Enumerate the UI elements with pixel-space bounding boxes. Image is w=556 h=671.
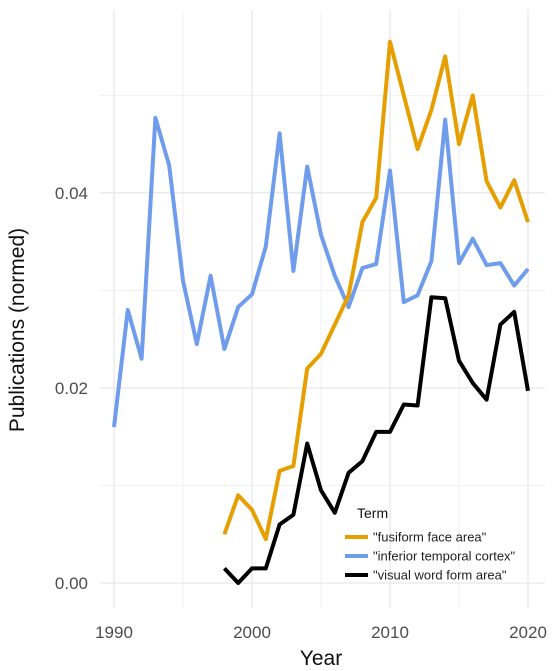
axes: 1990 2000 2010 2020 0.00 0.02 0.04 Year Publi… [6, 184, 547, 670]
y-tick-label: 0.04 [55, 184, 88, 203]
legend-label: "visual word form area" [373, 568, 507, 583]
x-tick-label: 1990 [95, 623, 133, 642]
legend-title: Term [357, 505, 388, 521]
x-axis-ticks: 1990 2000 2010 2020 [95, 623, 547, 642]
x-tick-label: 2020 [509, 623, 547, 642]
x-tick-label: 2010 [371, 623, 409, 642]
series-line-0 [222, 39, 530, 542]
x-tick-label: 2000 [233, 623, 271, 642]
series-line-1 [112, 115, 530, 428]
x-axis-title: Year [300, 647, 342, 670]
series-lines [112, 39, 530, 585]
y-tick-label: 0.00 [55, 574, 88, 593]
grid [100, 10, 545, 608]
legend: Term "fusiform face area" "inferior tempo… [345, 505, 516, 583]
y-axis-ticks: 0.00 0.02 0.04 [55, 184, 88, 593]
y-tick-label: 0.02 [55, 379, 88, 398]
series-line-2 [222, 295, 530, 585]
legend-label: "fusiform face area" [373, 530, 487, 545]
legend-label: "inferior temporal cortex" [373, 549, 516, 564]
y-axis-title: Publications (normed) [6, 228, 29, 432]
